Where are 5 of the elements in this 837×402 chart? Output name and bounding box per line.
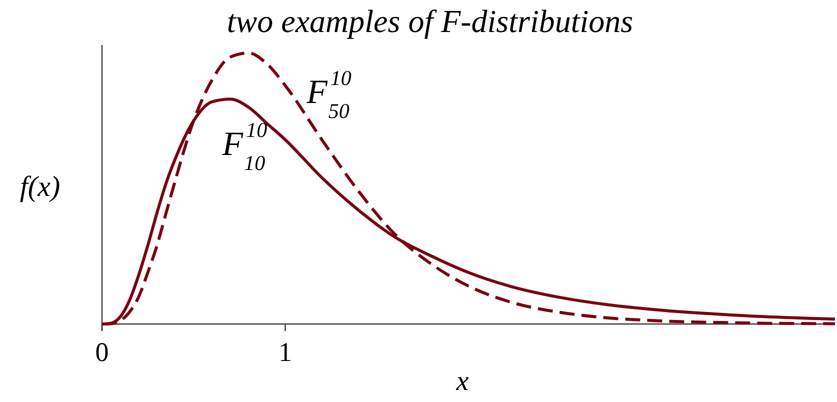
y-axis-title: f(x) [20,171,60,203]
x-tick-label: 1 [278,337,292,367]
x-axis-title: x [455,366,470,397]
x-tick-label: 0 [95,337,109,367]
chart-title: two examples of F-distributions [226,3,634,39]
